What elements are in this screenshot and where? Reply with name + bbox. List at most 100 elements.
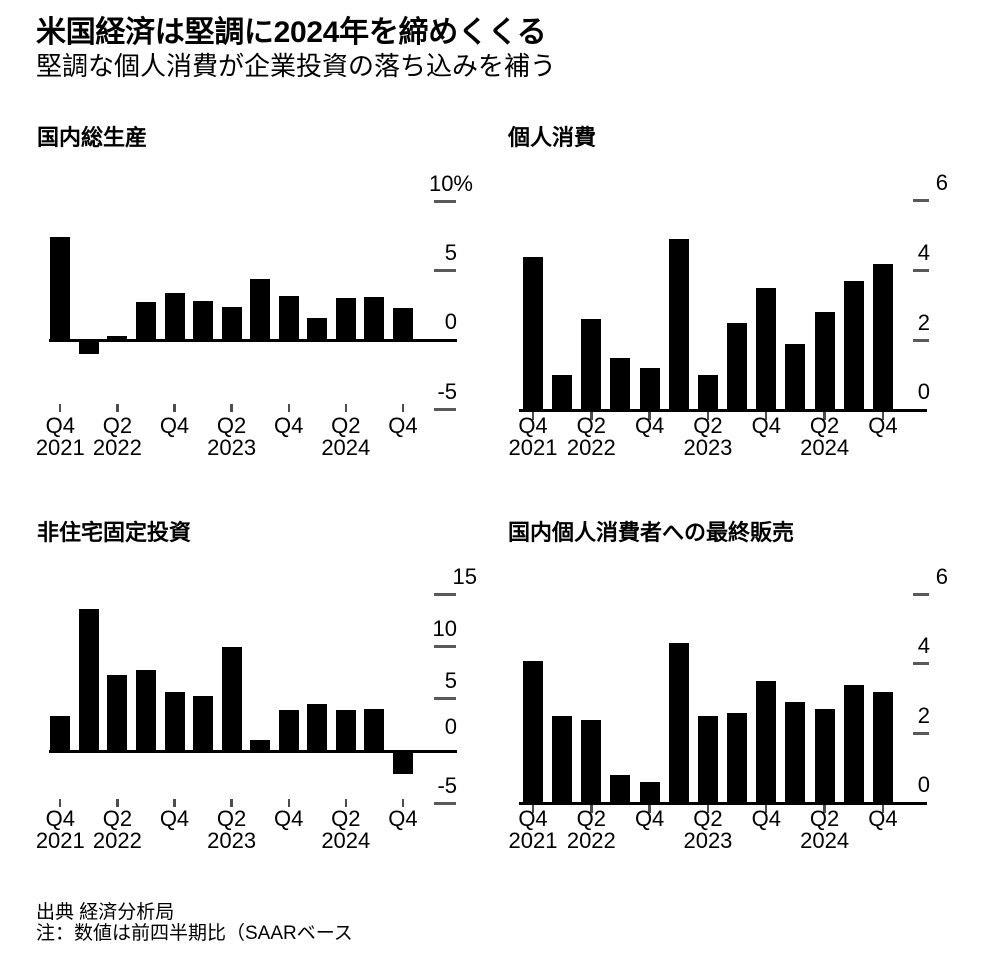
x-tick-mark [230, 799, 233, 807]
y-tick-label: -5 [437, 772, 457, 798]
bar [364, 709, 385, 751]
x-tick-label: Q4 [388, 415, 417, 458]
x-tick-mark [401, 799, 405, 807]
chart-title-final-sales-to-domestic-purchasers: 国内個人消費者への最終販売 [508, 520, 795, 545]
bar [278, 710, 299, 751]
x-tick-year: 2021 [508, 434, 558, 460]
bar [193, 301, 214, 340]
y-tick-dash [913, 662, 929, 666]
x-tick-mark [765, 412, 768, 420]
bar [552, 716, 573, 803]
x-axis-baseline [49, 338, 457, 342]
y-tick-label: 4 [917, 633, 930, 659]
x-tick-mark [765, 805, 768, 813]
y-tick-label: 0 [444, 309, 457, 335]
x-tick-year: 2023 [207, 434, 257, 460]
x-tick-mark [116, 404, 119, 412]
x-tick-quarter: Q2 [331, 806, 361, 831]
y-tick-label: 2 [917, 309, 930, 335]
x-tick-quarter: Q4 [274, 413, 304, 438]
y-tick-dash [434, 268, 456, 272]
x-tick-year: 2024 [321, 434, 371, 460]
x-tick-year: 2024 [321, 827, 371, 853]
x-tick-label: Q2 2024 [800, 808, 849, 851]
x-tick-year: 2021 [35, 434, 85, 460]
x-tick-label: Q4 [274, 808, 303, 851]
x-tick-quarter: Q2 [809, 413, 840, 438]
bar [581, 719, 602, 803]
source-note: 出典 経済分析局 [36, 902, 175, 923]
x-tick-mark [881, 805, 885, 813]
bar [135, 669, 156, 751]
bar [639, 368, 660, 410]
x-tick-label: Q2 2023 [207, 808, 256, 851]
x-tick-mark [344, 799, 347, 807]
x-tick-quarter: Q4 [868, 413, 898, 438]
y-tick-label: 5 [444, 239, 457, 265]
x-tick-year: 2021 [508, 827, 558, 853]
bar [221, 646, 242, 751]
x-tick-year [635, 437, 664, 459]
y-tick-dash [434, 697, 456, 701]
x-axis-baseline [519, 801, 927, 805]
y-tick-dash [434, 593, 456, 597]
x-tick-year [160, 830, 189, 852]
x-tick-year [635, 830, 664, 852]
y-tick-dash [913, 593, 929, 597]
x-tick-mark [823, 805, 826, 813]
x-tick-year: 2022 [92, 434, 142, 460]
bar [50, 237, 71, 340]
footer: 出典 経済分析局 注：数値は前四半期比（SAARベース [36, 902, 353, 944]
bar [552, 375, 573, 410]
y-tick-dash [913, 338, 929, 342]
x-tick-year [388, 437, 417, 459]
x-tick-quarter: Q2 [331, 413, 361, 438]
y-tick-dash [913, 199, 929, 203]
x-tick-quarter: Q4 [518, 806, 548, 831]
y-tick-label: 15 [452, 564, 477, 590]
bar [872, 691, 893, 803]
x-tick-mark [401, 404, 405, 412]
x-tick-label: Q4 2021 [36, 415, 85, 458]
x-tick-quarter: Q2 [216, 806, 247, 831]
y-tick-dash [913, 269, 929, 272]
y-tick-label: 5 [444, 668, 457, 694]
x-tick-quarter: Q4 [868, 806, 898, 831]
x-tick-mark [706, 412, 710, 420]
x-tick-quarter: Q4 [45, 806, 75, 831]
x-tick-label: Q2 2023 [683, 808, 732, 851]
x-tick-mark [590, 805, 593, 813]
x-tick-quarter: Q2 [576, 413, 606, 438]
bar [843, 684, 864, 803]
bar [814, 312, 835, 410]
x-tick-quarter: Q2 [809, 806, 840, 831]
bar [193, 695, 214, 751]
bar [639, 782, 660, 803]
bar [756, 681, 777, 803]
y-tick-label: 0 [917, 772, 930, 798]
x-tick-mark [230, 404, 233, 412]
bar [785, 343, 806, 410]
y-tick-label: 10% [428, 170, 473, 196]
bar [392, 751, 413, 774]
x-tick-label: Q2 2023 [683, 415, 732, 458]
bar [581, 319, 602, 410]
bar [250, 278, 271, 340]
x-tick-label: Q4 [635, 415, 664, 458]
bar [335, 298, 356, 340]
x-tick-label: Q2 2022 [567, 808, 616, 851]
y-tick-dash [434, 199, 456, 203]
x-axis-baseline [49, 749, 457, 753]
x-tick-label: Q4 [868, 415, 897, 458]
y-tick-label: 4 [917, 240, 930, 265]
x-tick-label: Q4 [160, 808, 189, 851]
bar [814, 709, 835, 803]
bar [872, 263, 893, 410]
x-tick-quarter: Q4 [388, 413, 418, 438]
bar [364, 296, 385, 340]
bar [668, 239, 689, 410]
y-tick-label: 6 [935, 564, 948, 590]
bar [668, 643, 689, 803]
x-tick-year: 2023 [683, 434, 733, 460]
bar [164, 292, 185, 340]
